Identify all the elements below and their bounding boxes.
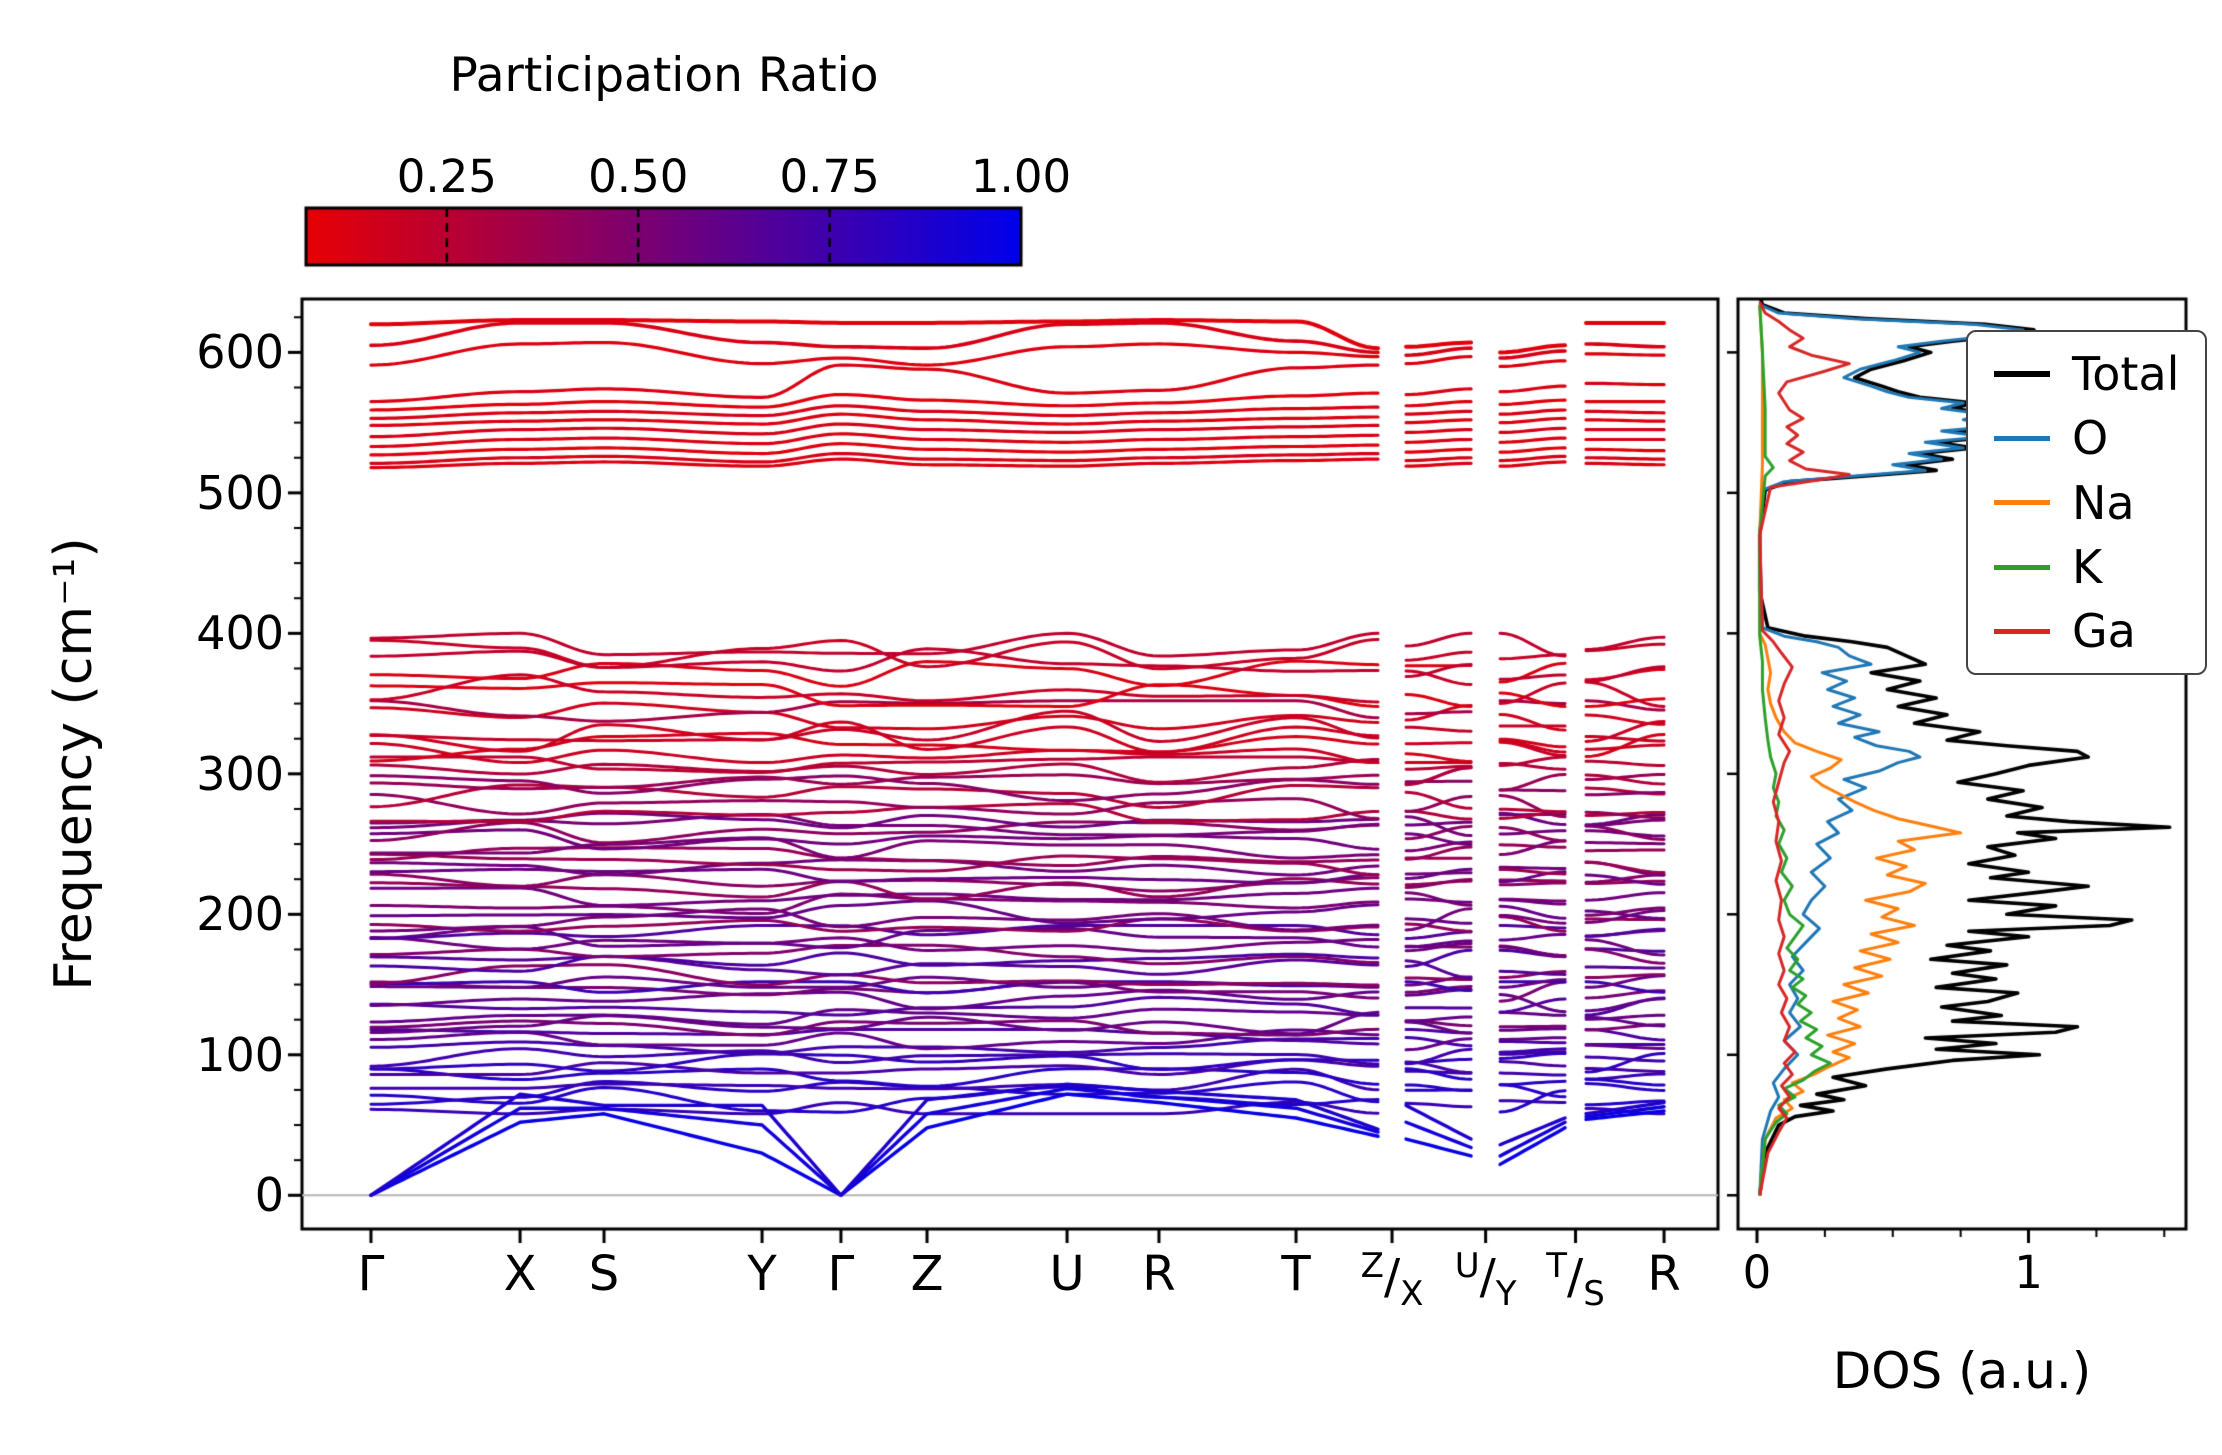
legend-line-icon — [1994, 371, 2050, 378]
freq-tick-200: 200 — [196, 887, 284, 942]
colorbar-tick-0.50: 0.50 — [588, 150, 689, 203]
freq-tick-100: 100 — [196, 1027, 284, 1082]
legend-label: Na — [2072, 475, 2135, 530]
k-label-z: Z — [910, 1246, 944, 1302]
legend-label: K — [2072, 539, 2103, 594]
k-label-slash: / — [1567, 1249, 1584, 1305]
dos-tick-1: 1 — [2014, 1246, 2043, 1299]
legend-entry-na: Na — [1994, 475, 2179, 530]
k-label-sub: X — [1400, 1274, 1424, 1314]
legend-entry-ga: Ga — [1994, 607, 2179, 655]
k-label-s: S — [588, 1246, 620, 1302]
dos-axis-label: DOS (a.u.) — [1832, 1342, 2092, 1400]
k-label-t: T — [1281, 1246, 1311, 1302]
k-label-sup: T — [1546, 1246, 1568, 1286]
k-label-sup: U — [1454, 1246, 1480, 1286]
k-label-slash: / — [1479, 1249, 1496, 1305]
legend-line-icon — [1994, 435, 2050, 441]
freq-tick-600: 600 — [196, 325, 284, 380]
legend-entry-k: K — [1994, 543, 2179, 591]
legend-entry-o: O — [1994, 411, 2179, 466]
k-label-t-s: T/S — [1546, 1246, 1605, 1314]
freq-tick-400: 400 — [196, 606, 284, 661]
colorbar-tick-0.75: 0.75 — [779, 150, 880, 203]
dos-tick-0: 0 — [1742, 1246, 1772, 1299]
legend-line-icon — [1994, 628, 2050, 634]
legend-label: O — [2072, 411, 2109, 466]
k-label-u-y: U/Y — [1455, 1246, 1517, 1314]
k-label-x: X — [503, 1246, 537, 1302]
legend-line-icon — [1994, 564, 2050, 570]
k-label-gamma: Γ — [357, 1246, 385, 1302]
freq-tick-300: 300 — [196, 746, 284, 801]
legend-label: Total — [2072, 347, 2180, 401]
k-label-u: U — [1049, 1246, 1085, 1302]
k-label-z-x: Z/X — [1361, 1246, 1424, 1314]
freq-tick-500: 500 — [196, 465, 284, 520]
dos-legend: Total O Na K Ga — [1966, 330, 2208, 676]
k-label-y: Y — [747, 1246, 777, 1302]
legend-label: Ga — [2072, 604, 2136, 659]
k-label-slash: / — [1383, 1249, 1401, 1305]
colorbar-tick-1.00: 1.00 — [970, 150, 1072, 203]
k-label-sub: S — [1583, 1274, 1605, 1314]
colorbar-title: Participation Ratio — [449, 48, 879, 103]
legend-entry-total: Total — [1994, 350, 2179, 398]
k-label-r: R — [1647, 1246, 1681, 1302]
freq-tick-0: 0 — [254, 1168, 284, 1223]
k-label-gamma: Γ — [827, 1246, 855, 1302]
k-label-sub: Y — [1495, 1274, 1517, 1314]
colorbar-tick-0.25: 0.25 — [396, 150, 497, 203]
k-label-r: R — [1142, 1246, 1176, 1302]
k-label-sup: Z — [1360, 1246, 1384, 1286]
legend-line-icon — [1994, 500, 2050, 506]
y-axis-label: Frequency (cm⁻¹) — [44, 537, 104, 991]
